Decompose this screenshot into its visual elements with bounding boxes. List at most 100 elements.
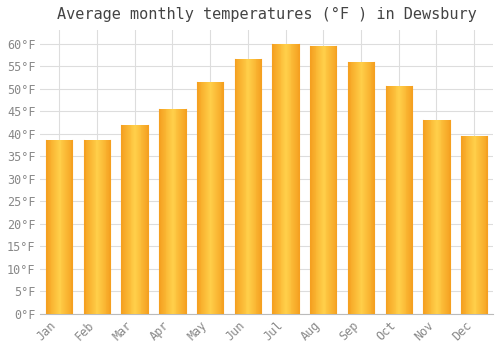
Bar <box>67 140 68 314</box>
Bar <box>444 120 445 314</box>
Bar <box>277 44 278 314</box>
Bar <box>218 82 220 314</box>
Bar <box>60 140 62 314</box>
Bar <box>374 62 375 314</box>
Bar <box>274 44 275 314</box>
Bar <box>171 109 172 314</box>
Bar <box>406 86 408 314</box>
Bar <box>146 125 147 314</box>
Bar <box>200 82 202 314</box>
Bar <box>425 120 426 314</box>
Bar <box>246 60 248 314</box>
Bar <box>390 86 391 314</box>
Bar <box>394 86 396 314</box>
Bar <box>140 125 141 314</box>
Bar <box>437 120 438 314</box>
Bar <box>468 136 469 314</box>
Bar <box>103 140 104 314</box>
Bar <box>288 44 290 314</box>
Bar <box>367 62 368 314</box>
Bar <box>214 82 215 314</box>
Bar <box>122 125 124 314</box>
Bar <box>432 120 434 314</box>
Bar <box>427 120 428 314</box>
Bar <box>319 46 320 314</box>
Bar <box>476 136 478 314</box>
Bar <box>316 46 318 314</box>
Bar <box>297 44 298 314</box>
Bar <box>147 125 148 314</box>
Bar <box>252 60 253 314</box>
Bar <box>178 109 179 314</box>
Bar <box>174 109 176 314</box>
Bar <box>404 86 406 314</box>
Bar <box>84 140 86 314</box>
Bar <box>286 44 287 314</box>
Bar <box>398 86 399 314</box>
Bar <box>260 60 261 314</box>
Bar <box>408 86 409 314</box>
Bar <box>220 82 222 314</box>
Bar <box>241 60 242 314</box>
Bar <box>108 140 109 314</box>
Bar <box>212 82 214 314</box>
Bar <box>324 46 326 314</box>
Bar <box>392 86 393 314</box>
Bar <box>136 125 137 314</box>
Bar <box>90 140 91 314</box>
Bar <box>250 60 251 314</box>
Bar <box>402 86 403 314</box>
Bar <box>331 46 332 314</box>
Bar <box>206 82 207 314</box>
Bar <box>198 82 200 314</box>
Bar <box>261 60 262 314</box>
Bar <box>434 120 435 314</box>
Bar <box>333 46 334 314</box>
Bar <box>287 44 288 314</box>
Bar <box>135 125 136 314</box>
Bar <box>99 140 100 314</box>
Bar <box>202 82 203 314</box>
Bar <box>393 86 394 314</box>
Bar <box>284 44 285 314</box>
Bar <box>248 60 249 314</box>
Bar <box>148 125 149 314</box>
Bar <box>313 46 314 314</box>
Bar <box>57 140 58 314</box>
Bar <box>173 109 174 314</box>
Bar <box>127 125 128 314</box>
Bar <box>285 44 286 314</box>
Bar <box>464 136 466 314</box>
Bar <box>91 140 92 314</box>
Bar <box>328 46 329 314</box>
Bar <box>462 136 463 314</box>
Bar <box>399 86 400 314</box>
Bar <box>389 86 390 314</box>
Bar <box>258 60 259 314</box>
Bar <box>430 120 432 314</box>
Bar <box>426 120 427 314</box>
Bar <box>134 125 135 314</box>
Bar <box>447 120 448 314</box>
Bar <box>176 109 178 314</box>
Bar <box>48 140 50 314</box>
Bar <box>366 62 367 314</box>
Bar <box>478 136 479 314</box>
Bar <box>240 60 241 314</box>
Bar <box>89 140 90 314</box>
Bar <box>469 136 470 314</box>
Bar <box>446 120 447 314</box>
Bar <box>372 62 374 314</box>
Bar <box>160 109 161 314</box>
Bar <box>64 140 65 314</box>
Bar <box>350 62 352 314</box>
Bar <box>282 44 284 314</box>
Bar <box>62 140 64 314</box>
Bar <box>52 140 54 314</box>
Bar <box>401 86 402 314</box>
Title: Average monthly temperatures (°F ) in Dewsbury: Average monthly temperatures (°F ) in De… <box>57 7 476 22</box>
Bar <box>92 140 93 314</box>
Bar <box>207 82 208 314</box>
Bar <box>480 136 481 314</box>
Bar <box>56 140 57 314</box>
